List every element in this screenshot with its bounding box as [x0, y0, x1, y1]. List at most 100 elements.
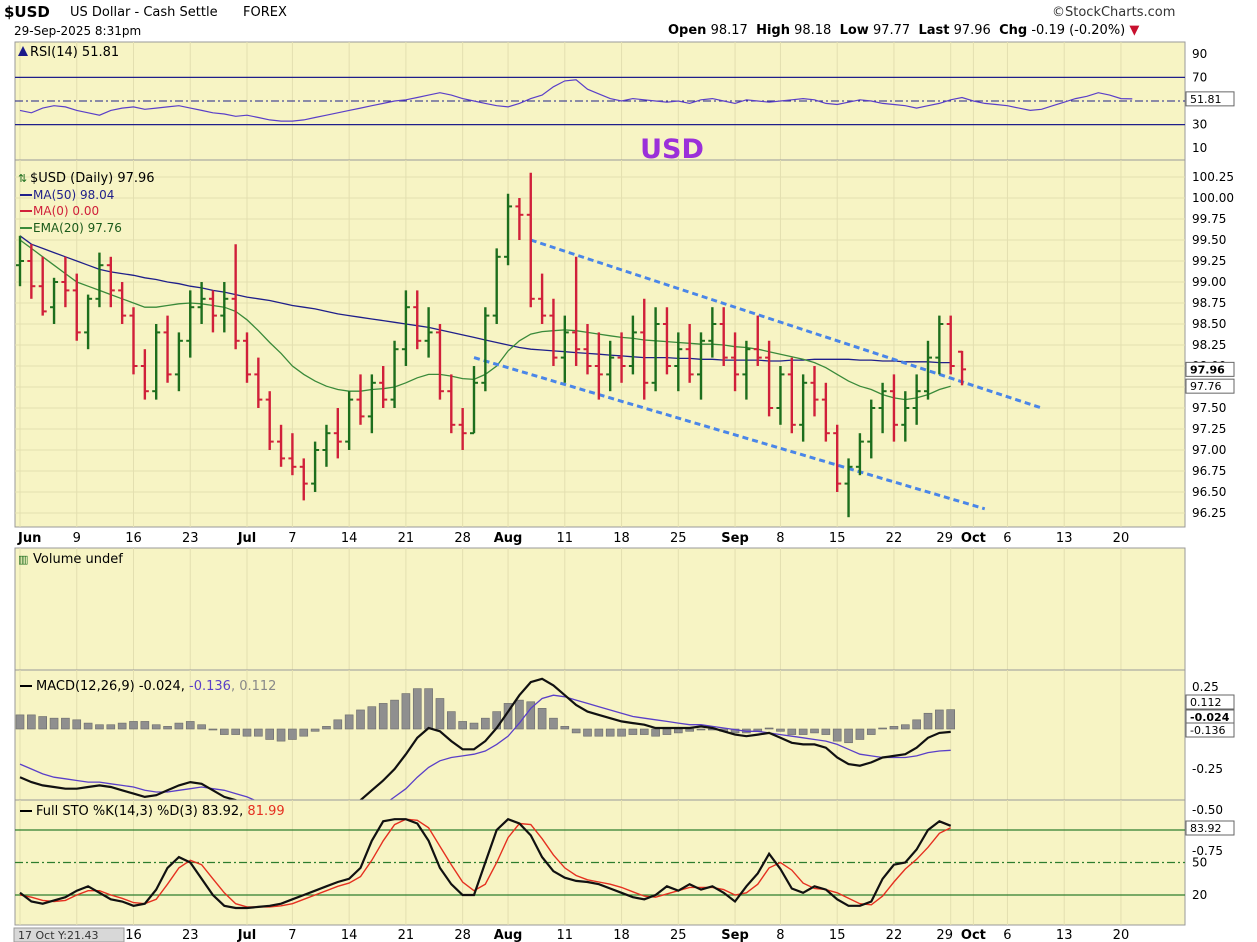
macd-histogram-bar	[673, 728, 683, 734]
rsi-tick-label: 70	[1192, 70, 1207, 84]
ohlc-bar	[640, 298, 649, 400]
sto-tick-label: 50	[1192, 856, 1207, 870]
price-tick-label: 99.25	[1192, 254, 1226, 268]
chart-header: $USD US Dollar - Cash Settle FOREX 29-Se…	[0, 0, 1257, 42]
ohlc-bar	[38, 256, 47, 316]
macd-histogram-bar	[61, 717, 70, 730]
macd-histogram-bar	[265, 728, 275, 740]
ohlc-bar	[27, 244, 36, 299]
ohlc-quote: Open 98.17 High 98.18 Low 97.77 Last 97.…	[668, 23, 1139, 38]
exchange: FOREX	[243, 5, 287, 20]
macd-histogram-bar	[242, 728, 252, 737]
price-last-value: 97.96	[1190, 363, 1225, 376]
price-tick-label: 100.00	[1192, 191, 1234, 205]
x-axis-label: 6	[1003, 531, 1011, 546]
sto-last-value-box	[1185, 820, 1235, 836]
ma0-legend: MA(0) 0.00	[33, 204, 99, 218]
x-axis-label: Jun	[17, 531, 41, 546]
x-axis-label-bottom: 11	[557, 928, 574, 942]
macd-line	[19, 677, 951, 835]
x-axis-label: 16	[125, 531, 142, 546]
instrument-name: US Dollar - Cash Settle	[70, 5, 218, 20]
macd-histogram-bar	[923, 712, 933, 730]
ohlc-bar	[401, 290, 410, 366]
macd-histogram-bar	[117, 722, 127, 730]
macd-histogram-bar	[651, 728, 660, 737]
macd-histogram-bar	[685, 728, 694, 732]
macd-histogram-bar	[583, 728, 592, 737]
ohlc-bar	[946, 315, 955, 375]
ohlc-bar	[208, 290, 217, 333]
volume-panel	[14, 547, 1186, 671]
macd-histogram-bar	[299, 728, 309, 737]
price-legend: $USD (Daily) 97.96	[30, 171, 155, 186]
ohlc-bar	[424, 307, 433, 358]
ohlc-bar	[889, 374, 898, 442]
price-tick-label: 98.75	[1192, 296, 1226, 310]
macd-tick-label: -0.25	[1192, 762, 1223, 776]
ema20-last-value: 97.76	[1190, 380, 1222, 393]
macd-histogram-bar	[231, 728, 240, 735]
macd-histogram-bar	[174, 722, 184, 730]
macd-histogram-bar	[617, 728, 626, 737]
macd-histogram-bar	[140, 721, 150, 730]
ema20-last-value-box	[1185, 378, 1235, 394]
ohlc-bar	[560, 315, 569, 383]
ohlc-bar	[719, 307, 728, 366]
macd-tick-label: -0.75	[1192, 844, 1223, 858]
ohlc-bar	[277, 424, 286, 467]
macd-histogram-bar	[855, 728, 865, 740]
macd-histogram-bar	[163, 726, 172, 730]
macd-histogram-bar	[15, 714, 25, 730]
ohlc-bar	[435, 324, 444, 400]
ohlc-bar	[912, 374, 921, 425]
macd-histogram-bar	[628, 728, 638, 735]
macd-histogram-bar	[344, 714, 354, 730]
ohlc-bar	[95, 252, 104, 308]
open-label: Open	[668, 23, 707, 38]
macd-histogram-bar	[288, 728, 297, 740]
ohlc-bar	[84, 294, 93, 350]
x-axis-label: Aug	[494, 531, 523, 546]
macd-histogram-bar	[481, 717, 490, 730]
ohlc-bar	[697, 332, 705, 400]
ohlc-bar	[231, 244, 240, 350]
ohlc-bar	[731, 332, 740, 392]
ohlc-bar	[299, 458, 308, 501]
x-axis-label: 14	[341, 531, 358, 546]
ohlc-bar	[617, 332, 626, 383]
macd-histogram-bar	[129, 721, 138, 730]
ohlc-bar	[288, 433, 297, 476]
ohlc-bar	[504, 193, 513, 266]
rsi-tick-label: 10	[1192, 141, 1207, 155]
macd-histogram-bar	[776, 728, 785, 732]
symbol: $USD	[4, 3, 50, 21]
rsi-triangle-icon	[18, 46, 28, 56]
ohlc-bar	[311, 441, 320, 492]
macd-histogram-bar	[878, 727, 887, 730]
ohlc-bar	[685, 324, 694, 383]
source-credit[interactable]: ©StockCharts.com	[1052, 5, 1176, 20]
macd-signal-line	[19, 694, 951, 829]
ohlc-bar	[333, 408, 342, 459]
macd-histogram-bar	[594, 728, 604, 737]
ohlc-bar	[628, 315, 637, 375]
ohlc-bar	[413, 290, 422, 350]
macd-legend: MACD(12,26,9) -0.024, -0.136, 0.112	[36, 679, 276, 694]
ohlc-bar	[458, 408, 467, 450]
ohlc-bar	[140, 349, 149, 400]
x-axis-label: 7	[288, 531, 296, 546]
ohlc-bar	[901, 391, 910, 442]
ohlc-bar	[61, 256, 70, 308]
x-axis-label: 21	[398, 531, 415, 546]
sto-legend-d: 81.99	[247, 804, 284, 819]
trend-channel-line	[473, 356, 986, 511]
ohlc-bar	[867, 399, 876, 459]
macd-histogram-bar	[935, 709, 944, 730]
macd-histogram-bar	[49, 717, 59, 730]
crosshair-date-box	[13, 927, 125, 942]
macd-legend-signal: -0.136	[189, 679, 231, 694]
chg-label: Chg	[999, 23, 1028, 38]
x-axis-label-bottom: Sep	[721, 928, 749, 942]
